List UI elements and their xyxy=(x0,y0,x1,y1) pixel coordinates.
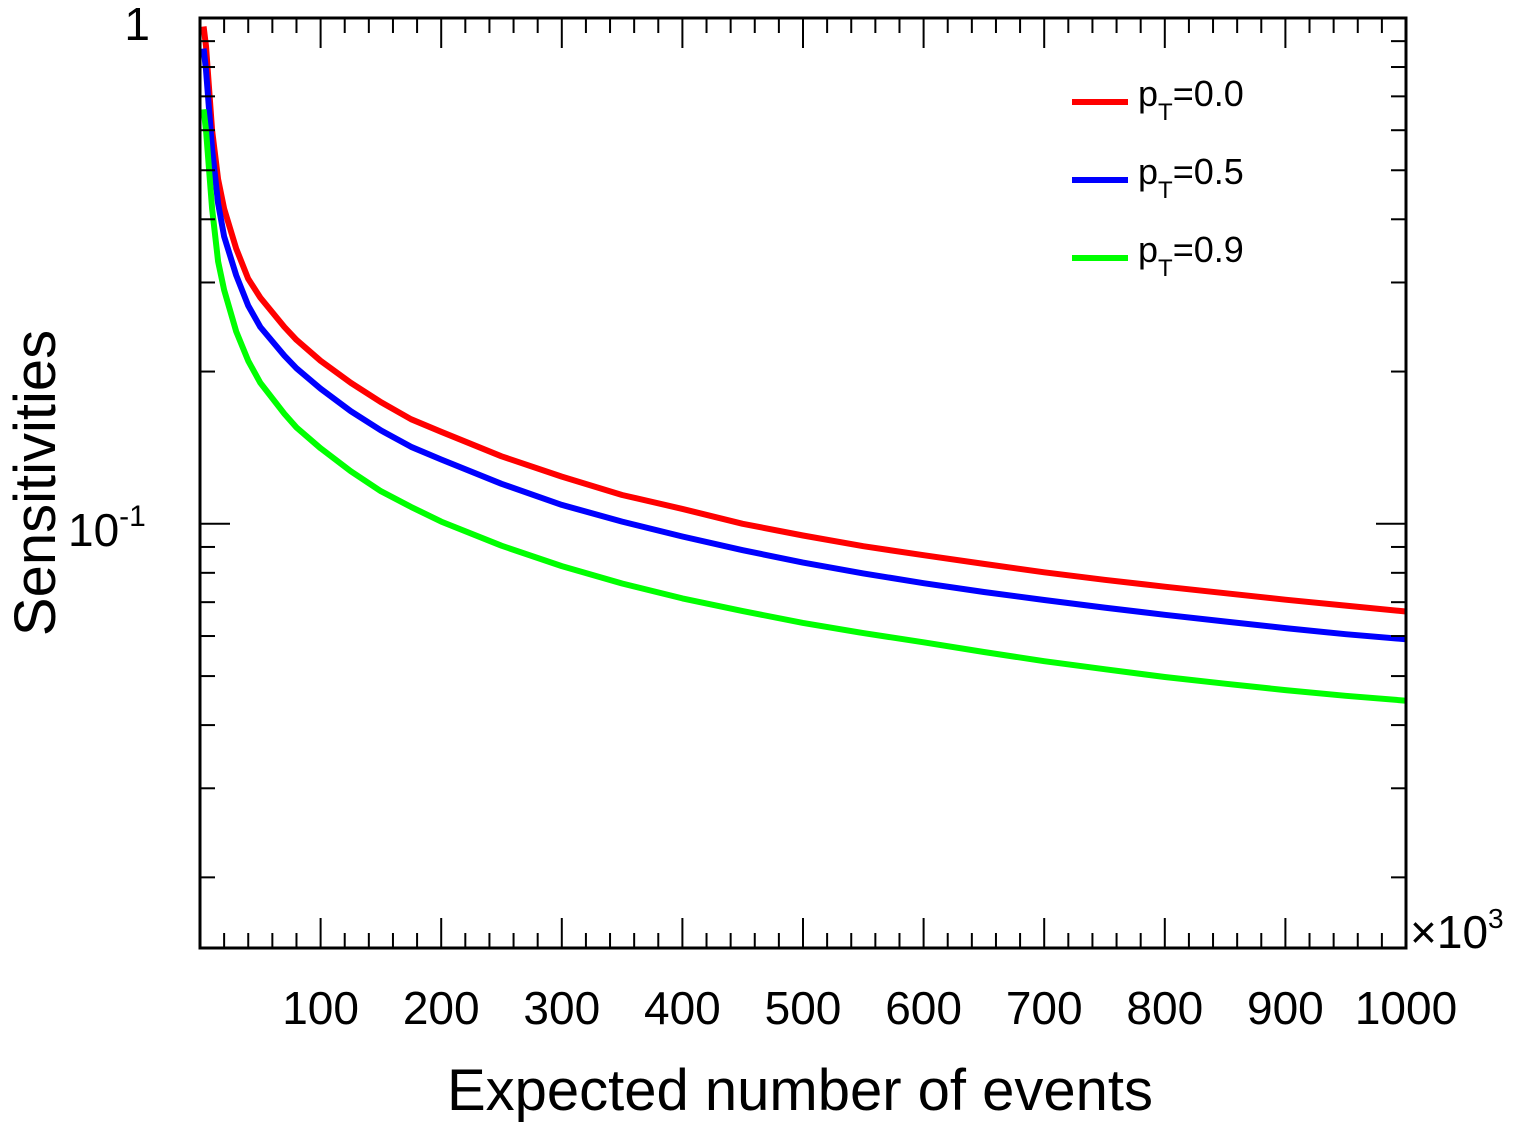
legend-label-2: pT=0.9 xyxy=(1138,229,1244,282)
series-lines xyxy=(200,26,1407,704)
x-tick-label: 300 xyxy=(523,982,600,1034)
x-multiplier-label: ×103 xyxy=(1410,903,1504,958)
y-tick-labels: 1 10-1 xyxy=(68,0,150,556)
y-tick-label: 1 xyxy=(124,0,150,50)
x-tick-label: 400 xyxy=(644,982,721,1034)
x-axis-title: Expected number of events xyxy=(447,1058,1153,1123)
series-line-0 xyxy=(200,26,1407,615)
x-tick-label: 100 xyxy=(282,982,359,1034)
x-tick-label: 600 xyxy=(885,982,962,1034)
legend: pT=0.0 pT=0.5 pT=0.9 xyxy=(1072,73,1244,282)
plot-frame xyxy=(198,16,1408,950)
x-tick-label: 200 xyxy=(403,982,480,1034)
x-tick-label: 700 xyxy=(1006,982,1083,1034)
y-axis-title: Sensitivities xyxy=(3,330,68,636)
axis-ticks xyxy=(200,17,1406,948)
legend-label-1: pT=0.5 xyxy=(1138,151,1244,204)
x-tick-label: 900 xyxy=(1247,982,1324,1034)
series-line-1 xyxy=(200,48,1407,643)
y-tick-label: 10-1 xyxy=(68,500,146,556)
x-tick-label: 1000 xyxy=(1355,982,1457,1034)
series-line-2 xyxy=(200,108,1407,704)
legend-label-0: pT=0.0 xyxy=(1138,73,1244,126)
x-tick-label: 500 xyxy=(765,982,842,1034)
x-tick-label: 800 xyxy=(1126,982,1203,1034)
x-tick-labels: 100 200 300 400 500 600 700 800 900 1000 xyxy=(282,982,1457,1034)
plot-area xyxy=(198,16,1408,950)
